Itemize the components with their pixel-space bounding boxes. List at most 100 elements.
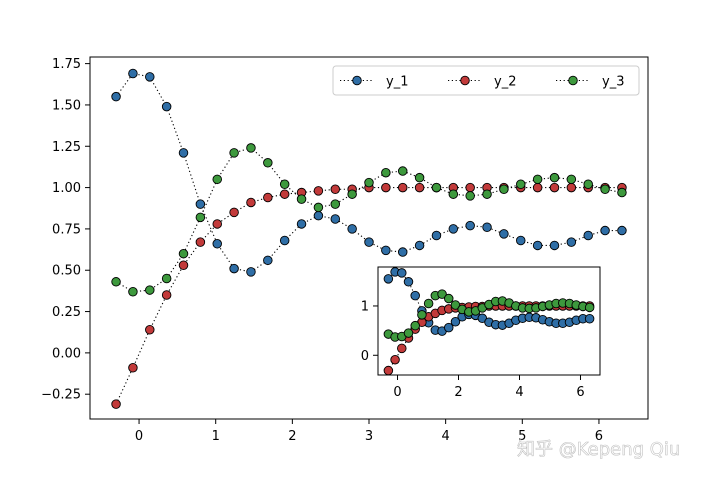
data-point-y_2 [111, 399, 121, 409]
inset-x-tick-label: 4 [515, 385, 523, 400]
data-point-y_2 [263, 192, 273, 203]
data-point-y_2 [566, 182, 577, 193]
data-point-y_2 [313, 186, 324, 196]
inset-data-point-y_2 [397, 343, 407, 354]
data-point-y_1 [178, 148, 189, 158]
data-point-y_1 [313, 210, 324, 221]
data-point-y_2 [178, 260, 189, 271]
data-point-y_1 [431, 230, 442, 241]
data-point-y_1 [516, 235, 526, 246]
y-tick-label: 0.25 [52, 305, 81, 320]
data-point-y_3 [532, 174, 543, 185]
data-point-y_3 [465, 191, 475, 201]
inset-plot: 0 2 4 6 01 [361, 266, 601, 400]
data-point-y_3 [482, 189, 492, 199]
data-point-y_2 [145, 324, 155, 335]
data-point-y_3 [229, 148, 239, 158]
inset-x-tick-label: 0 [393, 385, 401, 400]
legend-label-y_2: y_2 [494, 75, 516, 90]
legend-box [332, 65, 640, 96]
main-y-axis: −0.25 0.00 0.25 0.50 0.75 1.00 1.25 1.50 1.75 [41, 57, 90, 403]
inset-data-point-y_1 [443, 322, 454, 333]
main-series-layer [111, 68, 627, 409]
data-point-y_1 [549, 240, 560, 251]
inset-y-tick-label: 1 [361, 299, 369, 314]
data-point-y_1 [583, 230, 593, 241]
data-point-y_3 [313, 202, 324, 213]
data-point-y_2 [330, 184, 341, 194]
data-point-y_2 [195, 237, 206, 247]
x-tick-label: 3 [365, 429, 373, 444]
data-point-y_1 [212, 239, 222, 249]
data-point-y_1 [330, 214, 341, 224]
data-point-y_2 [229, 207, 239, 218]
data-point-y_1 [111, 91, 121, 102]
data-point-y_2 [397, 182, 408, 193]
data-point-y_3 [617, 187, 627, 198]
data-point-y_1 [229, 263, 239, 274]
data-point-y_1 [566, 237, 577, 247]
y-tick-label: 1.00 [52, 181, 81, 196]
inset-y-axis: 01 [361, 299, 378, 364]
data-point-y_2 [414, 182, 425, 193]
inset-series-layer [383, 267, 595, 376]
inset-data-point-y_3 [443, 293, 454, 304]
data-point-y_3 [128, 286, 138, 297]
inset-data-point-y_2 [383, 365, 394, 376]
data-point-y_3 [364, 177, 374, 188]
y-tick-label: −0.25 [41, 388, 81, 403]
data-point-y_3 [212, 174, 222, 185]
data-point-y_1 [381, 245, 391, 256]
data-point-y_2 [381, 182, 391, 193]
y-tick-label: 0.00 [52, 346, 81, 361]
data-point-y_1 [296, 219, 307, 229]
main-x-axis: 0 1 2 3 4 5 6 [135, 419, 603, 444]
data-point-y_1 [246, 267, 256, 277]
inset-data-point-y_1 [450, 316, 461, 327]
inset-x-axis: 0 2 4 6 [393, 375, 585, 400]
inset-data-point-y_1 [410, 290, 420, 301]
inset-data-point-y_3 [410, 320, 420, 331]
data-point-y_2 [279, 189, 290, 199]
y-tick-label: 1.25 [52, 140, 81, 155]
data-point-y_1 [347, 224, 357, 234]
data-point-y_1 [263, 255, 273, 266]
legend-marker-y_1 [352, 75, 362, 86]
data-point-y_1 [195, 199, 206, 209]
data-point-y_1 [482, 222, 492, 233]
legend-marker-y_3 [568, 75, 578, 86]
data-point-y_3 [516, 179, 526, 190]
inset-data-point-y_3 [423, 298, 434, 309]
inset-x-tick-label: 2 [454, 385, 462, 400]
y-tick-label: 0.50 [52, 264, 81, 279]
legend-marker-y_2 [460, 75, 470, 86]
y-tick-label: 0.75 [52, 222, 81, 237]
data-point-y_1 [145, 72, 155, 82]
inset-data-point-y_3 [417, 310, 427, 320]
x-tick-label: 6 [595, 429, 603, 444]
data-point-y_3 [145, 285, 155, 295]
x-tick-label: 5 [518, 429, 526, 444]
inset-data-point-y_1 [397, 268, 407, 278]
x-tick-label: 0 [135, 429, 143, 444]
data-point-y_3 [161, 273, 172, 284]
data-point-y_1 [128, 68, 138, 79]
inset-x-tick-label: 6 [576, 385, 584, 400]
data-point-y_1 [465, 220, 475, 231]
data-point-y_1 [448, 224, 459, 234]
inset-data-point-y_1 [584, 314, 595, 324]
data-point-y_3 [499, 184, 509, 194]
data-point-y_1 [364, 237, 374, 247]
inset-data-point-y_2 [390, 354, 400, 365]
data-point-y_1 [414, 240, 425, 251]
x-tick-label: 4 [442, 429, 450, 444]
data-point-y_1 [397, 247, 408, 257]
y-tick-label: 1.75 [52, 57, 81, 72]
data-point-y_1 [279, 235, 290, 246]
inset-data-point-y_1 [383, 274, 394, 284]
data-point-y_1 [600, 225, 610, 236]
y-tick-label: 1.50 [52, 98, 81, 113]
data-point-y_3 [347, 189, 357, 199]
data-point-y_1 [532, 240, 543, 251]
